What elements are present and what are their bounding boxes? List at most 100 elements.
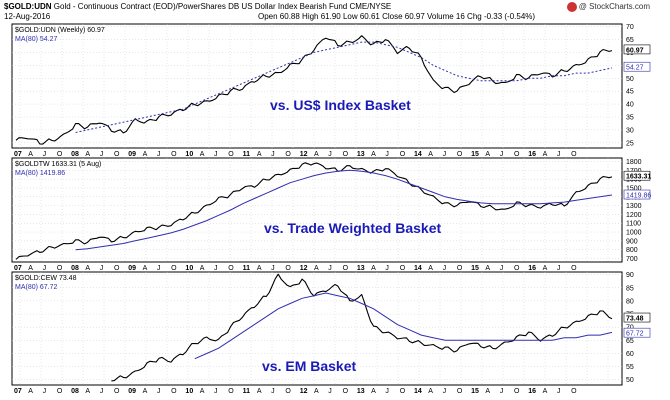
x-tick-label: 14 [414,388,422,395]
chart-panel-3: 505560657075808590$GOLD:CEW 73.48MA(80) … [11,271,651,395]
x-month-label: J [328,265,332,272]
legend-ma: MA(80) 1419.86 [15,170,65,177]
x-month-label: A [257,151,262,158]
x-month-label: A [143,151,148,158]
x-tick-label: 08 [71,265,79,272]
y-tick-label: 1500 [626,185,642,192]
x-tick-label: 09 [128,265,136,272]
x-month-label: O [514,151,520,158]
x-tick-label: 13 [357,151,365,158]
x-month-label: J [271,265,275,272]
chart-panel-2: 7008009001000110012001300140015001600170… [11,157,651,272]
x-month-label: O [514,388,520,395]
x-tick-label: 16 [528,151,536,158]
x-month-label: J [214,265,218,272]
y-tick-label: 1100 [626,221,641,228]
x-month-label: O [228,265,234,272]
x-month-label: A [543,265,548,272]
x-month-label: J [385,151,389,158]
x-month-label: O [457,388,463,395]
y-tick-label: 85 [626,285,634,292]
y-tick-label: 90 [626,272,634,279]
symbol-label: $GOLD:UDN [4,2,52,11]
chart-header-line1: $GOLD:UDN Gold - Continuous Contract (EO… [4,2,391,11]
x-month-label: A [85,151,90,158]
x-month-label: A [143,265,148,272]
x-month-label: O [171,151,177,158]
y-tick-label: 1300 [626,203,642,210]
x-tick-label: 11 [243,265,251,272]
x-month-label: J [100,151,104,158]
last-price-box [623,312,651,323]
last-price-box [623,44,651,55]
x-month-label: A [200,151,205,158]
legend-price: $GOLD:CEW 73.48 [15,275,77,282]
x-tick-label: 10 [185,388,193,395]
x-month-label: J [328,151,332,158]
chart-panel-1: 25303540455055606570$GOLD:UDN (Weekly) 6… [11,23,651,158]
x-month-label: J [385,388,389,395]
y-tick-label: 55 [626,364,634,371]
price-series-line [15,35,613,145]
y-tick-label: 900 [626,238,638,245]
x-month-label: J [443,151,447,158]
x-month-label: O [57,265,63,272]
x-tick-label: 07 [14,265,22,272]
last-ma-box [623,189,651,200]
x-tick-label: 08 [71,151,79,158]
description-label: Gold - Continuous Contract (EOD)/PowerSh… [53,2,392,11]
y-tick-label: 50 [626,377,634,384]
x-month-label: O [228,388,234,395]
x-month-label: A [28,265,33,272]
x-month-label: J [500,388,504,395]
x-month-label: J [557,265,561,272]
x-month-label: O [400,265,406,272]
ma80-series-line [194,292,613,360]
x-month-label: O [343,265,349,272]
x-tick-label: 16 [528,388,536,395]
x-month-label: A [371,265,376,272]
basket-annotation: vs. EM Basket [262,358,356,374]
x-month-label: A [314,265,319,272]
x-month-label: O [285,388,291,395]
last-price-label: 60.97 [626,47,644,54]
x-month-label: A [257,265,262,272]
x-tick-label: 11 [243,151,251,158]
y-tick-label: 25 [626,140,634,147]
x-month-label: O [285,265,291,272]
x-month-label: O [343,151,349,158]
x-tick-label: 15 [471,151,479,158]
y-tick-label: 80 [626,298,634,305]
ma80-series-line [75,169,613,251]
x-month-label: O [571,265,577,272]
x-tick-label: 15 [471,388,479,395]
y-tick-label: 1200 [626,212,642,219]
x-month-label: O [57,388,63,395]
x-month-label: J [271,388,275,395]
chart-date: 12-Aug-2016 [4,12,51,21]
legend-price: $GOLDTW 1633.31 (5 Aug) [15,161,101,168]
x-month-label: O [285,151,291,158]
x-month-label: J [385,265,389,272]
legend-ma: MA(80) 54.27 [15,36,58,43]
y-tick-label: 65 [626,37,634,44]
x-month-label: A [200,388,205,395]
price-series-line [15,162,613,260]
x-month-label: A [371,388,376,395]
x-tick-label: 10 [185,151,193,158]
x-tick-label: 07 [14,151,22,158]
x-month-label: O [114,151,120,158]
y-tick-label: 700 [626,256,638,263]
x-month-label: A [428,388,433,395]
x-month-label: A [28,388,33,395]
x-month-label: J [214,151,218,158]
stockcharts-logo: @ StockCharts.com [566,2,650,12]
x-month-label: J [214,388,218,395]
x-month-label: O [457,151,463,158]
y-tick-label: 30 [626,127,634,134]
x-tick-label: 12 [300,151,308,158]
x-month-label: J [43,151,47,158]
x-month-label: A [314,151,319,158]
x-tick-label: 16 [528,265,536,272]
x-month-label: O [571,388,577,395]
